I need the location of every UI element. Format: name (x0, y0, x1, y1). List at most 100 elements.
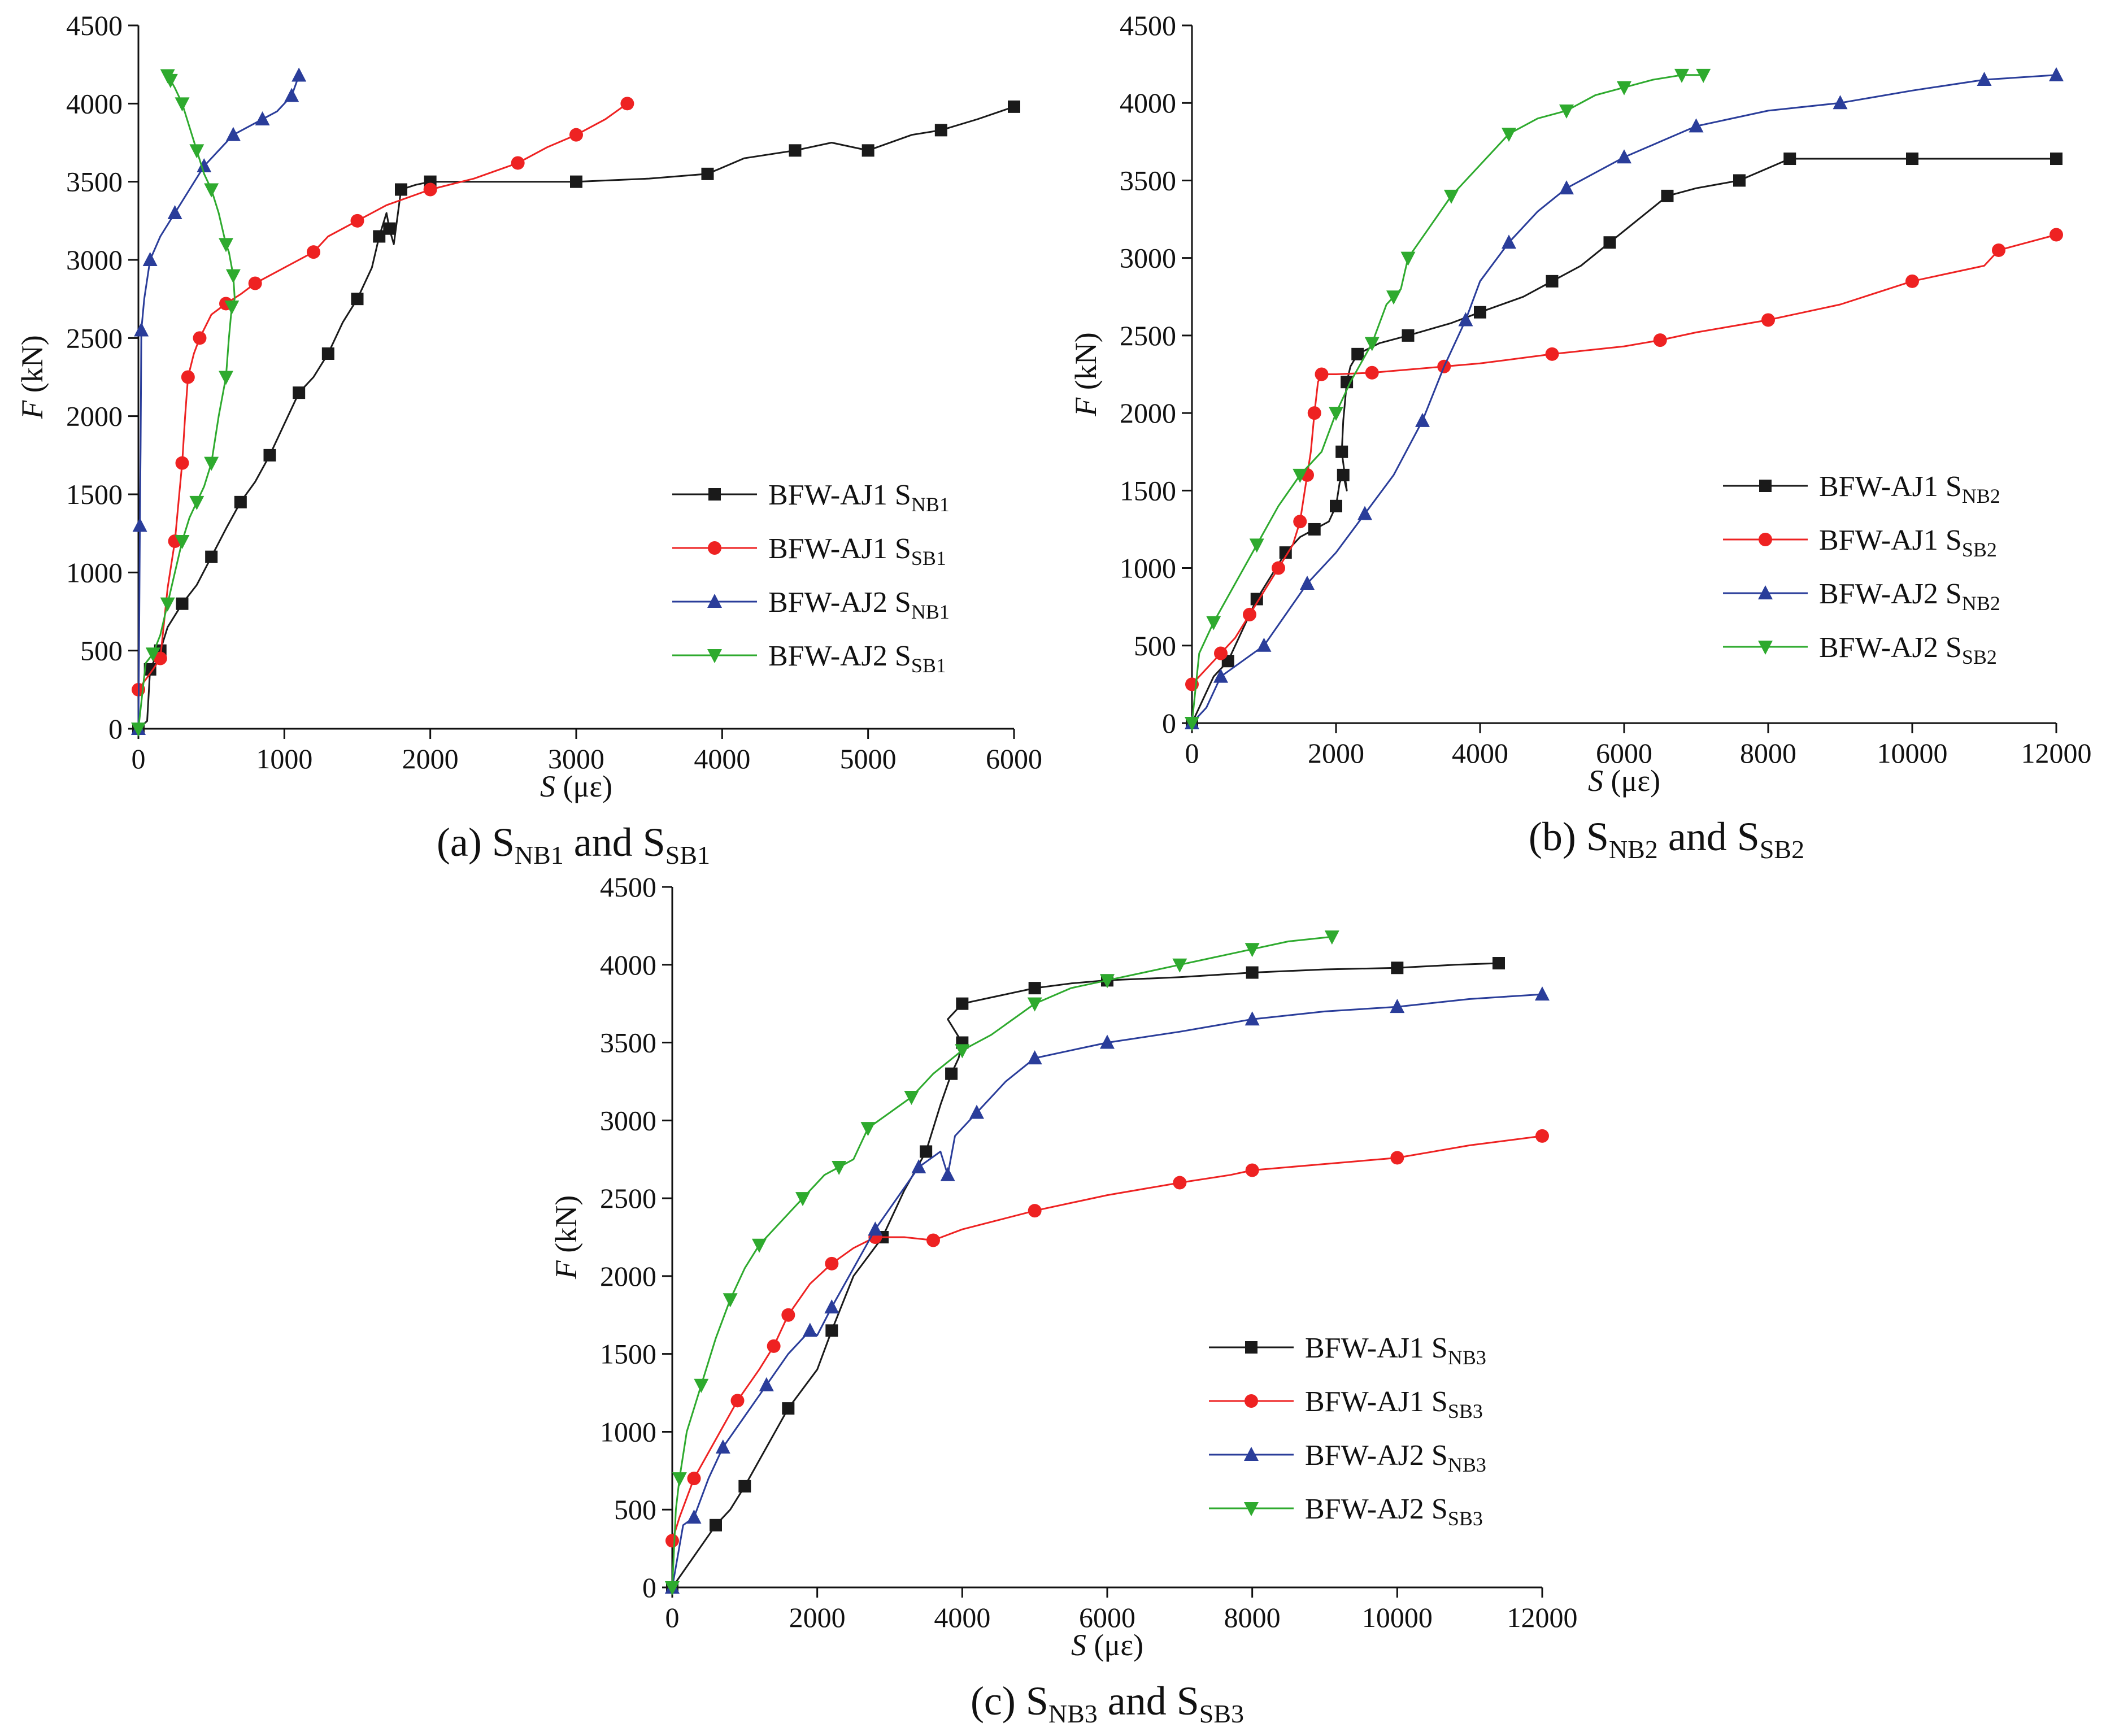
data-point (738, 1480, 751, 1493)
y-tick-label: 2000 (600, 1260, 656, 1292)
y-tick-label: 4000 (66, 88, 123, 119)
chart-panel-1: 0 1000 2000 3000 4000 5000 6000 0 500 1000 1500 200… (15, 10, 1042, 869)
data-point (1272, 561, 1285, 575)
data-point (225, 269, 241, 284)
data-point (1028, 982, 1041, 995)
x-tick-label: 6000 (1596, 737, 1652, 769)
y-tick-label: 1500 (66, 478, 123, 510)
legend-marker (1758, 641, 1773, 655)
data-point (1400, 251, 1416, 266)
y-tick-label: 2500 (66, 322, 123, 354)
data-point (143, 663, 156, 676)
legend-label: BFW-AJ1 SNB2 (1819, 471, 2000, 507)
data-point (219, 371, 233, 385)
data-point (293, 386, 306, 399)
data-point (511, 156, 525, 170)
data-point (1653, 333, 1667, 347)
data-point (2049, 67, 2064, 81)
y-tick-label: 1500 (1120, 475, 1176, 506)
series-NB2 (1186, 153, 2063, 729)
legend: BFW-AJ1 SNB2 BFW-AJ1 SSB2 BFW-AJ2 SNB2 BFW-… (1723, 471, 2000, 668)
data-point (255, 111, 270, 125)
data-point (1391, 961, 1404, 974)
data-point (1279, 546, 1292, 559)
x-tick-label: 2000 (402, 743, 459, 775)
legend-marker (708, 488, 721, 501)
data-point (969, 1104, 984, 1119)
data-point (153, 651, 167, 665)
x-tick-label: 5000 (840, 743, 897, 775)
legend-label: BFW-AJ1 SSB2 (1819, 524, 1997, 561)
data-point (1213, 668, 1228, 683)
data-point (1364, 337, 1380, 351)
series-line (137, 103, 628, 690)
data-point (620, 97, 634, 111)
data-point (781, 1308, 795, 1322)
data-point (920, 1145, 933, 1158)
y-tick-label: 0 (642, 1572, 656, 1603)
y-tick-label: 1000 (600, 1416, 656, 1447)
data-point (904, 1091, 919, 1105)
data-point (284, 88, 299, 102)
legend-marker (1759, 480, 1772, 492)
data-point (225, 127, 241, 141)
series-line (1191, 74, 1704, 724)
y-tick-label: 3500 (1120, 164, 1176, 196)
y-tick-label: 3500 (600, 1027, 656, 1059)
data-point (1351, 347, 1364, 360)
data-point (1243, 607, 1256, 621)
y-tick-label: 500 (80, 635, 123, 667)
data-point (1545, 347, 1559, 361)
data-point (189, 495, 204, 510)
x-tick-label: 2000 (1308, 737, 1364, 769)
x-tick-label: 6000 (986, 743, 1042, 775)
data-point (911, 1159, 926, 1173)
data-point (1458, 312, 1473, 327)
data-point (181, 370, 195, 384)
data-point (1365, 366, 1379, 380)
data-point (1559, 180, 1574, 195)
y-tick-label: 0 (1162, 707, 1176, 739)
data-point (926, 1233, 940, 1247)
legend-label: BFW-AJ1 SSB1 (768, 533, 946, 569)
series-line (137, 75, 236, 729)
x-tick-label: 6000 (1079, 1602, 1135, 1633)
data-point (1341, 376, 1354, 389)
x-tick-label: 1000 (256, 743, 312, 775)
data-point (782, 1402, 795, 1415)
data-point (956, 997, 969, 1010)
data-point (672, 1472, 687, 1487)
data-point (860, 1122, 876, 1137)
data-point (132, 517, 147, 532)
data-point (723, 1293, 738, 1308)
series-line (1191, 74, 2057, 724)
data-point (1245, 1011, 1260, 1026)
legend: BFW-AJ1 SNB1 BFW-AJ1 SSB1 BFW-AJ2 SNB1 BFW-… (672, 479, 950, 677)
series-SB1 (131, 69, 241, 737)
y-tick-label: 4000 (1120, 87, 1176, 119)
data-point (350, 214, 364, 228)
data-point (1324, 930, 1339, 945)
y-tick-label: 500 (1134, 630, 1176, 662)
data-point (1357, 506, 1372, 520)
data-point (1335, 445, 1348, 458)
data-point (160, 597, 175, 612)
data-point (1733, 174, 1746, 187)
x-tick-label: 0 (1185, 737, 1199, 769)
data-point (1390, 1151, 1404, 1165)
series-NB3 (665, 986, 1550, 1594)
data-point (134, 322, 149, 337)
x-tick-label: 4000 (934, 1602, 990, 1633)
x-tick-label: 10000 (1362, 1602, 1433, 1633)
legend-label: BFW-AJ2 SNB2 (1819, 578, 2000, 615)
data-point (1546, 275, 1559, 288)
data-point (175, 456, 189, 470)
series-NB2 (1185, 67, 2064, 729)
data-point (1100, 1034, 1115, 1049)
series-SB2 (1185, 228, 2063, 691)
data-point (1833, 95, 1848, 110)
data-point (945, 1067, 958, 1080)
series-line (138, 106, 1015, 730)
y-tick-label: 0 (108, 713, 123, 745)
